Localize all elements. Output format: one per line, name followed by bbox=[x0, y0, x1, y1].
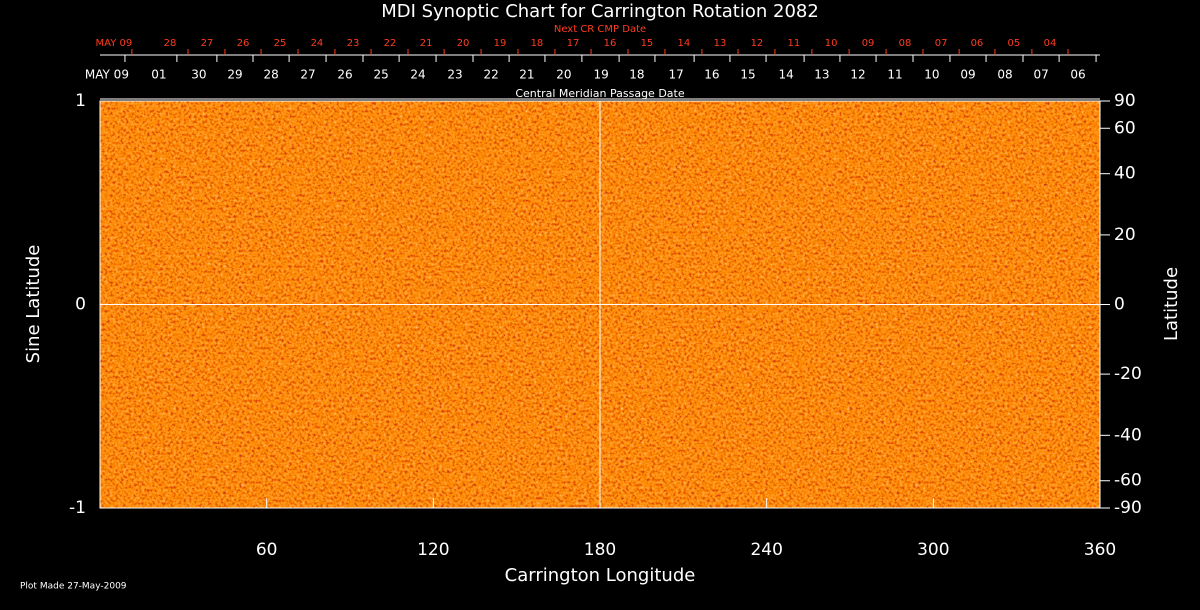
next-cmp-date: 25 bbox=[274, 38, 287, 49]
next-cmp-date: 24 bbox=[311, 38, 324, 49]
next-cmp-date: 11 bbox=[788, 38, 801, 49]
next-cmp-date: 18 bbox=[531, 38, 544, 49]
y-tick-label: 1 bbox=[75, 91, 86, 111]
next-cmp-date: 28 bbox=[164, 38, 177, 49]
y2-tick-label: -40 bbox=[1114, 425, 1142, 445]
cmp-date: 25 bbox=[373, 68, 388, 82]
x-tick-label: 180 bbox=[584, 540, 616, 560]
next-cmp-date: 04 bbox=[1044, 38, 1057, 49]
cmp-date: 06 bbox=[1070, 68, 1085, 82]
y2-axis-label: Latitude bbox=[1161, 267, 1182, 341]
next-cmp-date: 08 bbox=[899, 38, 912, 49]
next-cmp-date: 17 bbox=[567, 38, 580, 49]
y-tick-label: 0 bbox=[75, 295, 86, 315]
cmp-date: 24 bbox=[410, 68, 425, 82]
y2-tick-label: 0 bbox=[1114, 295, 1125, 315]
cmp-date: 07 bbox=[1033, 68, 1048, 82]
x-tick-label: 240 bbox=[750, 540, 782, 560]
x-tick-label: 360 bbox=[1084, 540, 1116, 560]
cmp-date: 10 bbox=[924, 68, 939, 82]
next-cmp-date: 22 bbox=[384, 38, 397, 49]
x-axis-label: Carrington Longitude bbox=[505, 565, 696, 586]
cmp-date: 29 bbox=[227, 68, 242, 82]
cmp-date: 17 bbox=[668, 68, 683, 82]
y2-tick-label: -20 bbox=[1114, 364, 1142, 384]
next-cmp-date: MAY 09 bbox=[96, 38, 133, 49]
y-tick-label: -1 bbox=[69, 498, 86, 518]
y2-tick-label: 60 bbox=[1114, 118, 1136, 138]
x-tick-label: 300 bbox=[917, 540, 949, 560]
cmp-date: 20 bbox=[556, 68, 571, 82]
cmp-date: 30 bbox=[191, 68, 206, 82]
x-tick-label: 60 bbox=[256, 540, 278, 560]
x-tick-label: 120 bbox=[417, 540, 449, 560]
chart-title: MDI Synoptic Chart for Carrington Rotati… bbox=[381, 1, 819, 22]
next-cmp-date: 13 bbox=[714, 38, 727, 49]
next-cmp-date: 05 bbox=[1008, 38, 1021, 49]
cmp-date: 19 bbox=[593, 68, 608, 82]
y2-tick-label: 20 bbox=[1114, 225, 1136, 245]
next-cmp-date: 23 bbox=[347, 38, 360, 49]
cmp-date: 15 bbox=[740, 68, 755, 82]
cmp-date: 09 bbox=[960, 68, 975, 82]
cmp-date: 14 bbox=[778, 68, 793, 82]
next-cmp-date: 26 bbox=[237, 38, 250, 49]
next-cmp-date: 15 bbox=[641, 38, 654, 49]
next-cmp-date: 14 bbox=[678, 38, 691, 49]
next-cmp-date: 27 bbox=[201, 38, 214, 49]
cmp-date: 26 bbox=[337, 68, 352, 82]
cmp-date: 28 bbox=[263, 68, 278, 82]
y2-tick-label: 40 bbox=[1114, 164, 1136, 184]
next-cmp-date: 16 bbox=[604, 38, 617, 49]
next-cmp-date: 09 bbox=[862, 38, 875, 49]
cmp-date: 01 bbox=[151, 68, 166, 82]
next-cmp-date: 20 bbox=[457, 38, 470, 49]
cmp-date: 22 bbox=[483, 68, 498, 82]
cmp-date: 16 bbox=[704, 68, 719, 82]
cmp-date: 08 bbox=[997, 68, 1012, 82]
cmp-date: 12 bbox=[850, 68, 865, 82]
cmp-date: 18 bbox=[629, 68, 644, 82]
next-cmp-date: 19 bbox=[494, 38, 507, 49]
y2-tick-label: -90 bbox=[1114, 498, 1142, 518]
cmp-date: MAY 09 bbox=[85, 68, 129, 82]
next-cmp-date: 12 bbox=[751, 38, 764, 49]
top-axis-label: Central Meridian Passage Date bbox=[515, 87, 684, 100]
cmp-date: 21 bbox=[519, 68, 534, 82]
y-axis-label: Sine Latitude bbox=[23, 245, 44, 364]
y2-tick-label: -60 bbox=[1114, 471, 1142, 491]
next-cmp-date: 21 bbox=[420, 38, 433, 49]
footnote: Plot Made 27-May-2009 bbox=[20, 582, 127, 592]
next-cmp-date: 10 bbox=[825, 38, 838, 49]
next-cmp-date: 07 bbox=[935, 38, 948, 49]
cmp-date: 27 bbox=[300, 68, 315, 82]
top-axis-red-label: Next CR CMP Date bbox=[554, 24, 646, 35]
next-cmp-date: 06 bbox=[971, 38, 984, 49]
cmp-date: 13 bbox=[814, 68, 829, 82]
y2-tick-label: 90 bbox=[1114, 91, 1136, 111]
cmp-date: 23 bbox=[447, 68, 462, 82]
cmp-date: 11 bbox=[887, 68, 902, 82]
